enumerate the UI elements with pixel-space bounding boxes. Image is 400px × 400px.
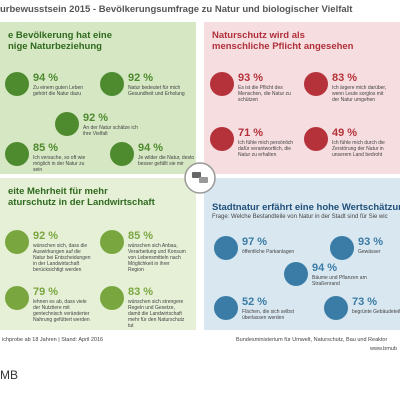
item-icon [5, 286, 29, 310]
item-percent: 83 % [128, 286, 154, 298]
item-text: Ich versuche, so oft wie möglich in der … [33, 155, 86, 173]
item-icon [214, 296, 238, 320]
quadrant-heading: Stadtnatur erfährt eine hohe Wertschätzu… [212, 202, 400, 213]
item-percent: 83 % [332, 72, 358, 84]
item-percent: 71 % [238, 127, 264, 139]
item-text: Ich fühle mich durch die Zerstörung der … [332, 140, 385, 158]
footer-note: ichprobe ab 18 Jahren | Stand: April 201… [2, 337, 104, 343]
item-text: Natur bedeutet für mich Gesundheit und E… [128, 85, 185, 97]
quadrant-heading: Naturschutz wird als [212, 30, 305, 41]
quadrant: e Bevölkerung hat eine nige Naturbeziehun… [0, 22, 196, 174]
item-icon [100, 286, 124, 310]
item-icon [55, 112, 79, 136]
item-icon [330, 236, 354, 260]
item-text: Ich fühle mich persönlich dafür verantwo… [238, 140, 294, 158]
item-text: Bäume und Pflanzen am Straßenrand [312, 275, 367, 287]
item-text: Ich ärgere mich darüber, wenn Leute sorg… [332, 85, 387, 103]
item-icon [100, 72, 124, 96]
item-icon [110, 142, 134, 166]
quadrant-heading: aturschutz in der Landwirtschaft [8, 197, 155, 208]
item-text: Zu einem guten Leben gehört die Natur da… [33, 85, 84, 97]
item-icon [5, 230, 29, 254]
item-icon [100, 230, 124, 254]
item-text: wünschen sich, dass die Auswirkungen auf… [33, 243, 91, 273]
item-text: Gewässer [358, 249, 381, 255]
item-percent: 97 % [242, 236, 268, 248]
item-percent: 93 % [358, 236, 384, 248]
item-text: öffentliche Parkanlagen [242, 249, 295, 255]
item-text: lehnen es ab, dass viele der Nutztiere m… [33, 299, 90, 323]
item-icon [304, 127, 328, 151]
item-text: wünschen sich strengere Regeln und Geset… [128, 299, 185, 329]
quadrant: eite Mehrheit für mehr aturschutz in der … [0, 178, 196, 330]
item-icon [210, 72, 234, 96]
item-text: An der Natur schätze ich ihre Vielfalt [83, 125, 138, 137]
item-percent: 49 % [332, 127, 358, 139]
item-text: begrünte Gebäudeteile [352, 309, 400, 315]
item-text: Flächen, die sich selbst überlassen werd… [242, 309, 294, 321]
quadrant-heading: e Bevölkerung hat eine [8, 30, 113, 41]
item-percent: 79 % [33, 286, 59, 298]
item-icon [5, 142, 29, 166]
page-title: urbewusstsein 2015 - Bevölkerungsumfrage… [0, 4, 353, 15]
item-percent: 94 % [312, 262, 338, 274]
item-percent: 93 % [238, 72, 264, 84]
item-text: Es ist die Pflicht des Menschen, die Nat… [238, 85, 291, 103]
item-icon [5, 72, 29, 96]
quadrant: Stadtnatur erfährt eine hohe Wertschätzu… [204, 178, 400, 330]
quadrant-heading: eite Mehrheit für mehr [8, 186, 108, 197]
item-text: Je wilder die Natur, desto besser gefäll… [138, 155, 195, 167]
center-icon [184, 162, 216, 194]
item-icon [214, 236, 238, 260]
item-percent: 85 % [128, 230, 154, 242]
quadrant-heading: nige Naturbeziehung [8, 41, 102, 52]
quadrant-heading: menschliche Pflicht angesehen [212, 41, 354, 52]
item-icon [324, 296, 348, 320]
item-icon [304, 72, 328, 96]
item-percent: 94 % [33, 72, 59, 84]
footer-ministry: Bundesministerium für Umwelt, Naturschut… [236, 337, 388, 343]
quadrant: Naturschutz wird als menschliche Pflicht … [204, 22, 400, 174]
item-percent: 92 % [128, 72, 154, 84]
item-icon [284, 262, 308, 286]
item-text: wünschen sich Anbau, Verarbeitung und Ko… [128, 243, 186, 273]
footer-url: www.bmub [370, 346, 397, 352]
quadrant-question: Frage: Welche Bestandteile von Natur in … [212, 214, 388, 220]
item-icon [210, 127, 234, 151]
item-percent: 85 % [33, 142, 59, 154]
item-percent: 73 % [352, 296, 378, 308]
item-percent: 92 % [33, 230, 59, 242]
item-percent: 92 % [83, 112, 109, 124]
item-percent: 94 % [138, 142, 164, 154]
logo: MB [0, 368, 18, 382]
item-percent: 52 % [242, 296, 268, 308]
